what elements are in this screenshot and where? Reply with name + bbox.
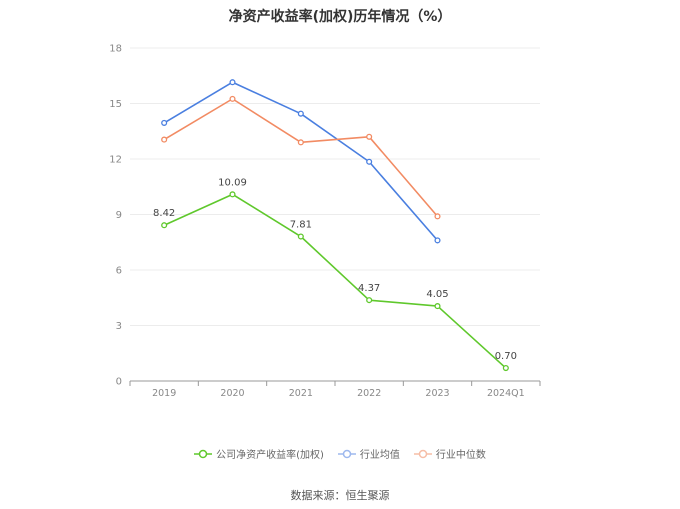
- data-point: [161, 136, 168, 143]
- legend-item-company[interactable]: 公司净资产收益率(加权): [194, 446, 324, 461]
- legend-label-industry-median: 行业中位数: [435, 450, 486, 461]
- legend-item-industry-mean[interactable]: 行业均值: [337, 446, 400, 461]
- x-tick-label: 2022: [357, 388, 381, 399]
- data-label: 8.42: [153, 208, 175, 219]
- data-point: [229, 95, 236, 102]
- data-point: [229, 79, 236, 86]
- series-line-0: [163, 193, 507, 369]
- data-label: 4.05: [426, 289, 448, 300]
- legend: 公司净资产收益率(加权) 行业均值 行业中位数: [0, 446, 680, 461]
- y-tick-label: 12: [109, 155, 122, 166]
- legend-swatch-industry-median: [413, 449, 432, 458]
- y-tick-label: 6: [116, 266, 122, 277]
- data-point: [161, 119, 168, 126]
- data-point: [366, 158, 373, 165]
- legend-label-industry-mean: 行业均值: [359, 450, 400, 461]
- x-tick-label: 2024Q1: [487, 388, 525, 399]
- legend-label-company: 公司净资产收益率(加权): [216, 450, 324, 461]
- data-point: [366, 297, 373, 304]
- x-tick-label: 2021: [289, 388, 313, 399]
- data-point: [434, 213, 441, 220]
- legend-swatch-industry-mean: [337, 449, 356, 458]
- x-tick-label: 2023: [425, 388, 449, 399]
- y-tick-label: 9: [116, 210, 122, 221]
- data-point: [297, 110, 304, 117]
- chart-title: 净资产收益率(加权)历年情况（%）: [228, 9, 452, 25]
- data-source: 数据来源：恒生聚源: [290, 489, 390, 502]
- data-point: [434, 303, 441, 310]
- y-tick-label: 15: [109, 99, 122, 110]
- y-tick-label: 3: [116, 321, 122, 332]
- x-tick-label: 2020: [220, 388, 244, 399]
- data-point: [229, 191, 236, 198]
- data-point: [161, 222, 168, 229]
- legend-item-industry-median[interactable]: 行业中位数: [413, 446, 486, 461]
- data-label: 7.81: [290, 220, 312, 231]
- data-point: [434, 237, 441, 244]
- x-tick-label: 2019: [152, 388, 176, 399]
- legend-swatch-company: [194, 449, 213, 458]
- y-tick-label: 0: [116, 377, 122, 388]
- series-line-1: [163, 81, 439, 241]
- data-point: [502, 364, 509, 372]
- data-label: 10.09: [218, 177, 247, 188]
- data-label: 0.70: [495, 351, 517, 362]
- data-label: 4.37: [358, 283, 380, 294]
- data-point: [366, 133, 373, 140]
- data-point: [297, 233, 304, 240]
- data-point: [297, 139, 304, 146]
- y-tick-label: 18: [109, 44, 122, 55]
